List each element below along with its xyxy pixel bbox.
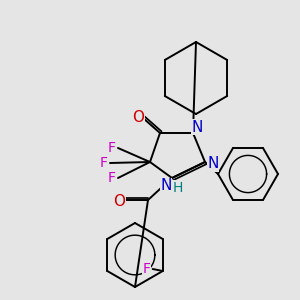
Text: N: N: [160, 178, 172, 194]
Text: N: N: [207, 157, 219, 172]
Text: O: O: [113, 194, 125, 208]
Text: F: F: [108, 171, 116, 185]
Text: F: F: [108, 141, 116, 155]
Text: O: O: [132, 110, 144, 125]
Text: N: N: [191, 119, 203, 134]
Text: H: H: [173, 181, 183, 195]
Text: F: F: [143, 262, 151, 276]
Text: F: F: [100, 156, 108, 170]
